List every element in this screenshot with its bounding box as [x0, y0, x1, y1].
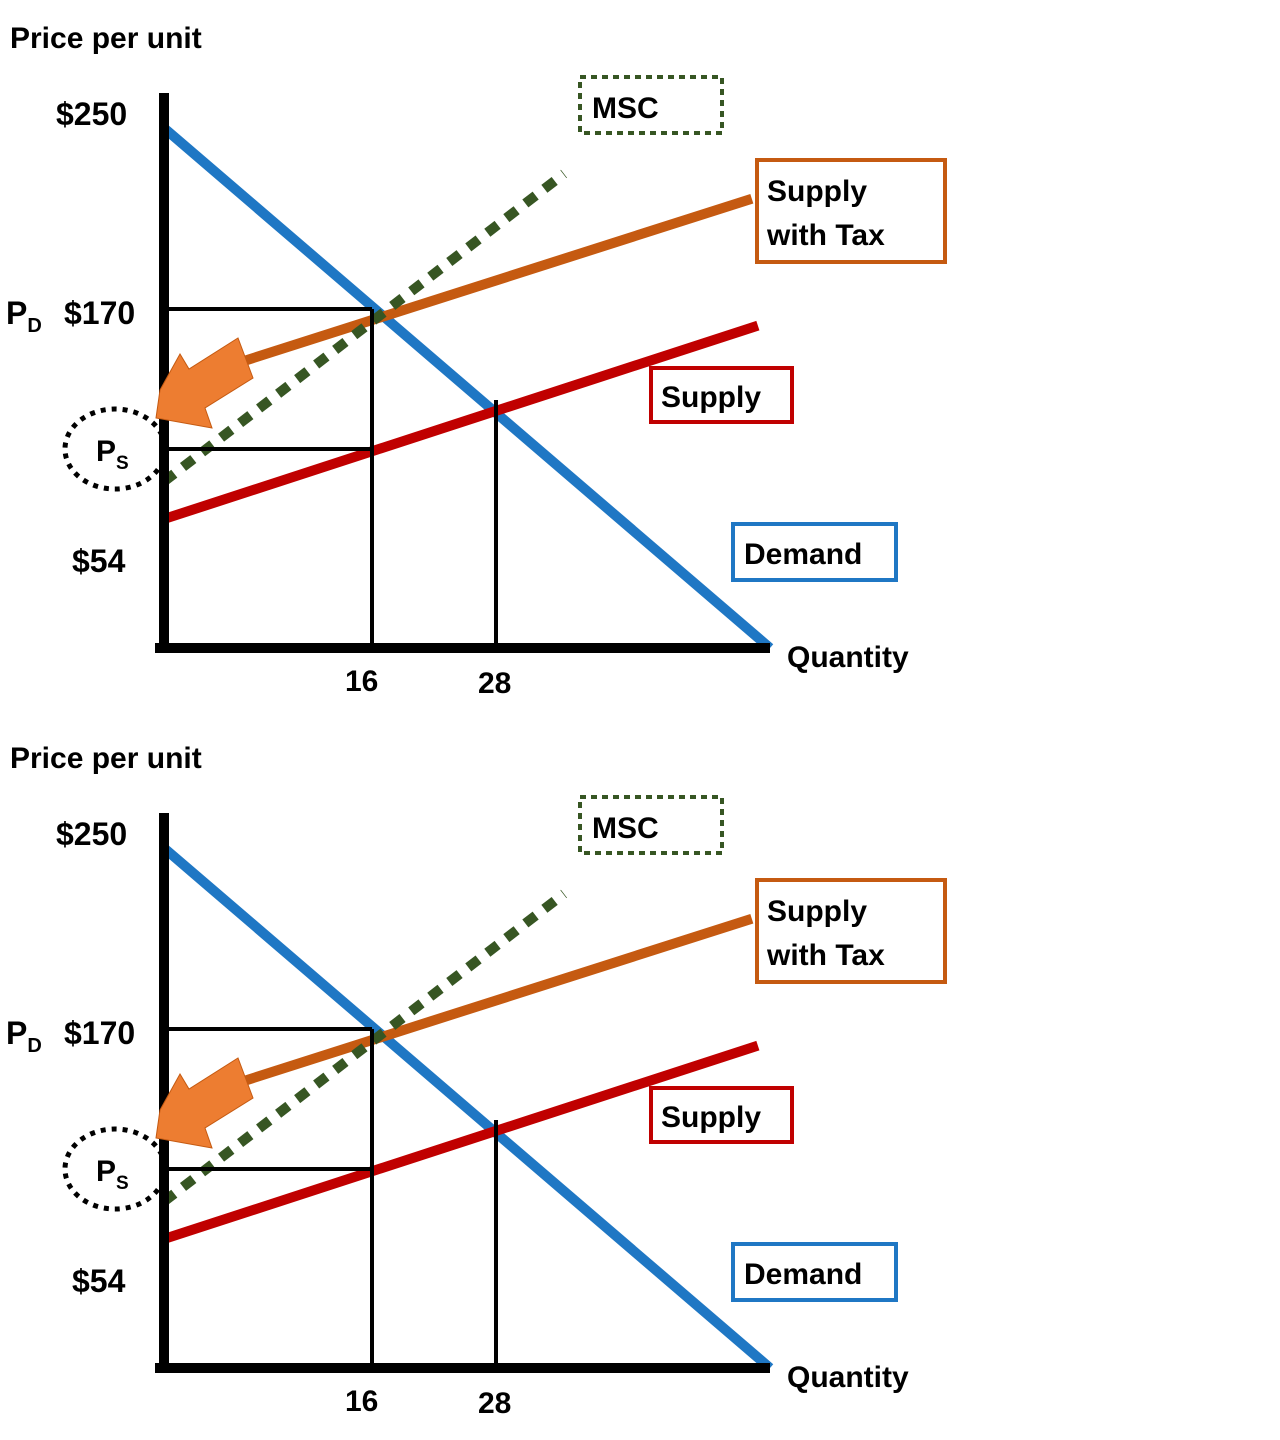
msc-legend-label: MSC [592, 812, 659, 845]
series-line-demand [160, 844, 774, 1372]
ps-label: PS [96, 1155, 129, 1194]
supply-legend-label: Supply [661, 381, 761, 414]
msc-legend-box [578, 795, 724, 855]
series-line-supply-with-tax [223, 913, 754, 1092]
y-tick-170: $170 [64, 1015, 135, 1051]
demand-legend-label: Demand [744, 538, 862, 571]
chart-panel-top: Price per unit Quantity $250 $170 $54 16… [6, 22, 947, 700]
ps-circle [62, 406, 168, 492]
y-axis-title: Price per unit [10, 742, 202, 775]
series-line-demand [160, 124, 774, 652]
x-tick-16: 16 [345, 1385, 378, 1418]
y-tick-250: $250 [56, 96, 127, 132]
series-line-msc [160, 889, 568, 1206]
y-axis-title: Price per unit [10, 22, 202, 55]
series-line-supply [162, 1040, 760, 1244]
supply-legend-label: Supply [661, 1101, 761, 1134]
supply-tax-legend-box [755, 158, 947, 264]
series-line-supply-with-tax [223, 193, 754, 372]
ps-circle [62, 1126, 168, 1212]
series-layer [160, 844, 774, 1372]
series-line-msc [160, 169, 568, 486]
supply-legend-box [649, 1086, 794, 1144]
price-arrow-icon [155, 337, 254, 429]
y-tick-54: $54 [72, 1263, 126, 1299]
x-tick-16: 16 [345, 665, 378, 698]
y-tick-54: $54 [72, 543, 126, 579]
pd-label: PD [6, 1015, 42, 1057]
supply-tax-legend-line2: with Tax [766, 939, 885, 972]
demand-legend-label: Demand [744, 1258, 862, 1291]
series-line-supply [162, 320, 760, 524]
supply-tax-legend-line1: Supply [767, 895, 867, 928]
price-arrow-icon [155, 1057, 254, 1149]
series-layer [160, 124, 774, 652]
x-tick-28: 28 [478, 1387, 511, 1420]
supply-tax-legend-line1: Supply [767, 175, 867, 208]
supply-legend-box [649, 366, 794, 424]
pd-label: PD [6, 295, 42, 337]
demand-legend-box [731, 522, 898, 582]
x-axis-title: Quantity [787, 1361, 909, 1394]
y-tick-250: $250 [56, 816, 127, 852]
msc-legend-label: MSC [592, 92, 659, 125]
ps-label: PS [96, 435, 129, 474]
supply-tax-legend-box [755, 878, 947, 984]
chart-panel-bottom: Price per unit Quantity $250 $170 $54 16… [6, 742, 947, 1420]
msc-legend-box [578, 75, 724, 135]
x-tick-28: 28 [478, 667, 511, 700]
y-tick-170: $170 [64, 295, 135, 331]
x-axis-title: Quantity [787, 641, 909, 674]
supply-tax-legend-line2: with Tax [766, 219, 885, 252]
demand-legend-box [731, 1242, 898, 1302]
